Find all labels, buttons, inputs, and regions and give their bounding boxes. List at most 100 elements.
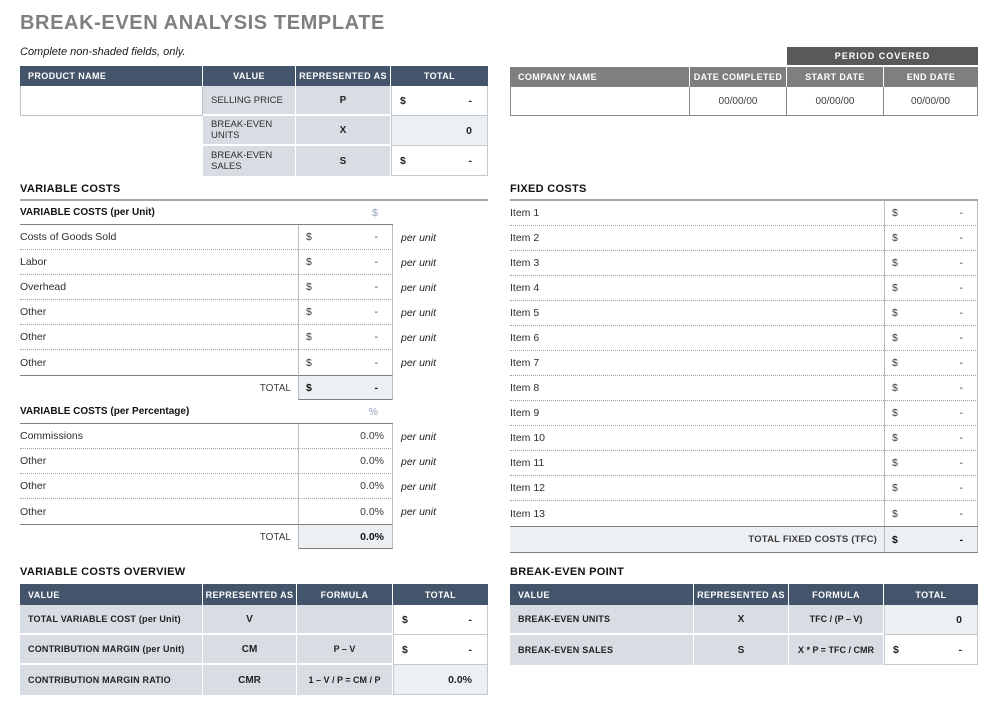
amount-value: 0 xyxy=(956,613,962,626)
symbol-cm: CM xyxy=(203,635,297,665)
company-name-input-cell[interactable] xyxy=(510,87,690,116)
currency-symbol: $ xyxy=(892,407,898,419)
cost-label: Other xyxy=(20,449,298,474)
item-amount-cell[interactable]: $ - xyxy=(884,351,978,376)
per-percentage-subheader: VARIABLE COSTS (per Percentage) % xyxy=(20,400,488,424)
item-label[interactable]: Item 2 xyxy=(510,226,884,251)
cost-amount-cell[interactable]: $ - xyxy=(298,300,393,325)
company-table: PERIOD COVERED COMPANY NAME DATE COMPLET… xyxy=(510,47,978,116)
cost-amount-cell[interactable]: $ - xyxy=(298,275,393,300)
variable-cost-row: Costs of Goods Sold $ - per unit xyxy=(20,225,488,250)
item-amount-cell[interactable]: $ - xyxy=(884,226,978,251)
item-amount-cell[interactable]: $ - xyxy=(884,251,978,276)
percentage-cost-row: Other 0.0% per unit xyxy=(20,499,488,524)
cost-percent-cell[interactable]: 0.0% xyxy=(298,449,393,474)
cost-percent-cell[interactable]: 0.0% xyxy=(298,499,393,524)
cost-label: Other xyxy=(20,300,298,325)
item-amount-cell[interactable]: $ - xyxy=(884,376,978,401)
amount-value: - xyxy=(959,257,964,269)
item-label[interactable]: Item 3 xyxy=(510,251,884,276)
item-amount-cell[interactable]: $ - xyxy=(884,501,978,526)
amount-value: 0 xyxy=(466,124,472,137)
item-label[interactable]: Item 4 xyxy=(510,276,884,301)
item-label[interactable]: Item 9 xyxy=(510,401,884,426)
symbol-cmr: CMR xyxy=(203,665,297,695)
cost-percent-cell[interactable]: 0.0% xyxy=(298,474,393,499)
header-formula: FORMULA xyxy=(297,584,393,605)
cost-amount-cell[interactable]: $ - xyxy=(298,325,393,350)
amount-value: - xyxy=(959,232,964,244)
amount-value: - xyxy=(959,382,964,394)
fixed-costs-heading: FIXED COSTS xyxy=(510,183,978,201)
item-amount-cell[interactable]: $ - xyxy=(884,326,978,351)
amount-value: - xyxy=(374,381,379,394)
item-label[interactable]: Item 1 xyxy=(510,201,884,226)
variable-costs-overview-section: VARIABLE COSTS OVERVIEW VALUE REPRESENTE… xyxy=(20,566,488,695)
selling-price-total-cell[interactable]: $ - xyxy=(391,86,488,116)
item-label[interactable]: Item 11 xyxy=(510,451,884,476)
overview-table: VALUE REPRESENTED AS FORMULA TOTAL TOTAL… xyxy=(20,584,488,695)
item-label[interactable]: Item 10 xyxy=(510,426,884,451)
page-instructions: Complete non-shaded fields, only. xyxy=(20,46,186,58)
variable-costs-heading: VARIABLE COSTS xyxy=(20,183,488,201)
date-completed-cell[interactable]: 00/00/00 xyxy=(690,87,787,116)
amount-value: - xyxy=(959,332,964,344)
header-date-completed: DATE COMPLETED xyxy=(690,67,787,87)
header-period-covered: PERIOD COVERED xyxy=(787,47,978,67)
cost-percent-cell[interactable]: 0.0% xyxy=(298,424,393,449)
formula-break-even-sales: X * P = TFC / CMR xyxy=(789,635,884,665)
end-date-cell[interactable]: 00/00/00 xyxy=(884,87,978,116)
item-amount-cell[interactable]: $ - xyxy=(884,201,978,226)
item-amount-cell[interactable]: $ - xyxy=(884,301,978,326)
currency-symbol: $ xyxy=(306,306,312,318)
currency-symbol: $ xyxy=(402,643,408,656)
contribution-margin-ratio-cell: 0.0% xyxy=(393,665,488,695)
header-value: VALUE xyxy=(203,66,296,86)
item-label[interactable]: Item 12 xyxy=(510,476,884,501)
currency-symbol: $ xyxy=(306,381,312,394)
cost-amount-cell[interactable]: $ - xyxy=(298,350,393,375)
fixed-cost-row: Item 10 $ - xyxy=(510,426,978,451)
amount-value: - xyxy=(468,94,473,107)
symbol-selling-price: P xyxy=(296,86,391,116)
percent-unit-symbol: % xyxy=(298,400,393,424)
item-amount-cell[interactable]: $ - xyxy=(884,426,978,451)
empty-cell xyxy=(20,116,203,146)
header-represented-as: REPRESENTED AS xyxy=(203,584,297,605)
currency-symbol: $ xyxy=(400,94,406,107)
amount-value: - xyxy=(468,613,473,626)
cost-label: Other xyxy=(20,325,298,350)
start-date-cell[interactable]: 00/00/00 xyxy=(787,87,884,116)
fixed-costs-total-row: TOTAL FIXED COSTS (TFC) $ - xyxy=(510,526,978,553)
item-amount-cell[interactable]: $ - xyxy=(884,451,978,476)
break-even-sales-total-cell: $ - xyxy=(391,146,488,176)
cost-amount-cell[interactable]: $ - xyxy=(298,225,393,250)
item-label[interactable]: Item 6 xyxy=(510,326,884,351)
symbol-s: S xyxy=(694,635,789,665)
item-label[interactable]: Item 5 xyxy=(510,301,884,326)
amount-value: 0.0% xyxy=(448,673,472,686)
item-amount-cell[interactable]: $ - xyxy=(884,276,978,301)
cost-amount-cell[interactable]: $ - xyxy=(298,250,393,275)
amount-value: - xyxy=(374,256,379,268)
fixed-cost-row: Item 7 $ - xyxy=(510,351,978,376)
item-label[interactable]: Item 8 xyxy=(510,376,884,401)
unit-suffix: per unit xyxy=(401,505,437,518)
currency-symbol: $ xyxy=(892,482,898,494)
cost-label: Costs of Goods Sold xyxy=(20,225,298,250)
header-product-name: PRODUCT NAME xyxy=(20,66,203,86)
variable-cost-row: Overhead $ - per unit xyxy=(20,275,488,300)
item-amount-cell[interactable]: $ - xyxy=(884,476,978,501)
item-label[interactable]: Item 7 xyxy=(510,351,884,376)
page-title: BREAK-EVEN ANALYSIS TEMPLATE xyxy=(20,12,385,34)
variable-cost-row: Labor $ - per unit xyxy=(20,250,488,275)
row-label-break-even-units: BREAK-EVEN UNITS xyxy=(203,116,296,146)
amount-value: - xyxy=(959,482,964,494)
item-label[interactable]: Item 13 xyxy=(510,507,546,520)
product-name-input-cell[interactable] xyxy=(20,86,203,116)
header-total: TOTAL xyxy=(393,584,488,605)
header-value: VALUE xyxy=(510,584,694,605)
fixed-cost-row: Item 5 $ - xyxy=(510,301,978,326)
item-amount-cell[interactable]: $ - xyxy=(884,401,978,426)
total-variable-cost-cell: $ - xyxy=(393,605,488,635)
